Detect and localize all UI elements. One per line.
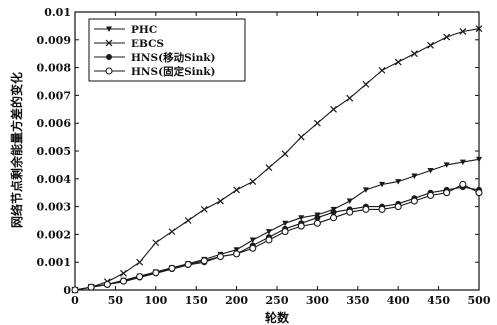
data-point [395, 59, 401, 65]
x-axis-title: 轮数 [265, 310, 290, 325]
data-point [217, 254, 223, 260]
data-point [201, 258, 207, 264]
data-point [201, 206, 207, 212]
data-point [137, 274, 143, 280]
data-point [185, 261, 191, 267]
data-point [379, 67, 385, 73]
y-tick-label: 0.003 [37, 201, 71, 214]
y-axis-title: 网络节点剩余能量方差的变化 [9, 72, 24, 228]
data-point [153, 240, 159, 246]
data-point [395, 204, 401, 210]
data-point [363, 81, 369, 87]
data-point [250, 245, 256, 251]
data-point [153, 270, 159, 276]
data-point [379, 206, 385, 212]
legend-marker [106, 68, 112, 74]
y-tick-label: 0 [63, 284, 71, 297]
data-point [298, 134, 304, 140]
x-tick-label: 200 [225, 294, 248, 307]
x-tick-label: 350 [346, 294, 369, 307]
x-tick-label: 500 [468, 294, 491, 307]
data-point [137, 259, 143, 265]
data-point [444, 190, 450, 196]
data-point [428, 42, 434, 48]
x-tick-label: 0 [71, 294, 79, 307]
legend-label: PHC [131, 24, 157, 36]
series-line [75, 187, 479, 290]
data-point [331, 106, 337, 112]
data-point [282, 151, 288, 157]
y-tick-label: 0.006 [37, 117, 72, 130]
data-point [363, 187, 369, 193]
y-tick-label: 0.002 [37, 228, 71, 241]
data-point [331, 215, 337, 221]
data-point [234, 187, 240, 193]
legend-label: EBCS [131, 38, 164, 50]
y-tick-label: 0.01 [44, 6, 71, 19]
series-2 [72, 184, 482, 293]
data-point [169, 265, 175, 271]
data-point [282, 221, 288, 227]
y-tick-label: 0.005 [37, 145, 71, 158]
data-point [428, 192, 434, 198]
y-tick-label: 0.004 [37, 173, 72, 186]
series-line [75, 159, 479, 290]
data-point [476, 190, 482, 196]
data-point [88, 284, 94, 290]
data-point [444, 34, 450, 40]
data-point [411, 51, 417, 57]
data-point [363, 206, 369, 212]
data-point [120, 278, 126, 284]
y-tick-label: 0.007 [37, 89, 71, 102]
data-point [298, 223, 304, 229]
x-tick-label: 150 [185, 294, 208, 307]
y-tick-label: 0.008 [37, 62, 72, 75]
x-tick-label: 100 [144, 294, 167, 307]
data-point [266, 229, 272, 235]
data-point [185, 218, 191, 224]
data-point [234, 251, 240, 257]
data-point [266, 165, 272, 171]
data-point [460, 181, 466, 187]
series-0 [72, 157, 482, 293]
x-tick-label: 300 [306, 294, 329, 307]
x-tick-label: 450 [427, 294, 450, 307]
data-point [169, 229, 175, 235]
y-tick-label: 0.009 [37, 34, 71, 47]
x-tick-label: 50 [108, 294, 124, 307]
data-point [250, 237, 256, 243]
data-point [217, 198, 223, 204]
data-point [347, 209, 353, 215]
data-point [104, 281, 110, 287]
x-tick-label: 400 [387, 294, 410, 307]
y-tick-label: 0.001 [37, 256, 71, 269]
data-point [411, 198, 417, 204]
data-point [314, 120, 320, 126]
series-line [75, 184, 479, 290]
data-point [347, 95, 353, 101]
x-tick-label: 250 [266, 294, 289, 307]
data-point [347, 199, 353, 205]
data-point [282, 229, 288, 235]
data-point [72, 287, 78, 293]
legend-label: HNS(移动Sink) [131, 51, 216, 64]
data-point [266, 237, 272, 243]
data-point [120, 270, 126, 276]
data-point [250, 179, 256, 185]
data-point [314, 220, 320, 226]
legend-label: HNS(固定Sink) [131, 65, 216, 78]
legend-marker [106, 54, 112, 60]
series-3 [72, 181, 482, 293]
